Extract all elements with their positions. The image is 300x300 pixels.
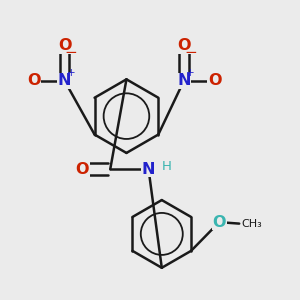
- Text: −: −: [184, 45, 197, 60]
- Text: +: +: [67, 68, 75, 78]
- Text: O: O: [208, 73, 221, 88]
- Text: N: N: [58, 73, 71, 88]
- Text: O: O: [177, 38, 190, 53]
- Text: CH₃: CH₃: [241, 220, 262, 230]
- Text: O: O: [212, 214, 226, 230]
- Text: N: N: [177, 73, 190, 88]
- Text: O: O: [27, 73, 40, 88]
- Text: N: N: [142, 162, 155, 177]
- Text: O: O: [58, 38, 71, 53]
- Text: O: O: [76, 162, 89, 177]
- Text: H: H: [162, 160, 172, 173]
- Text: +: +: [186, 68, 195, 78]
- Text: −: −: [65, 45, 77, 60]
